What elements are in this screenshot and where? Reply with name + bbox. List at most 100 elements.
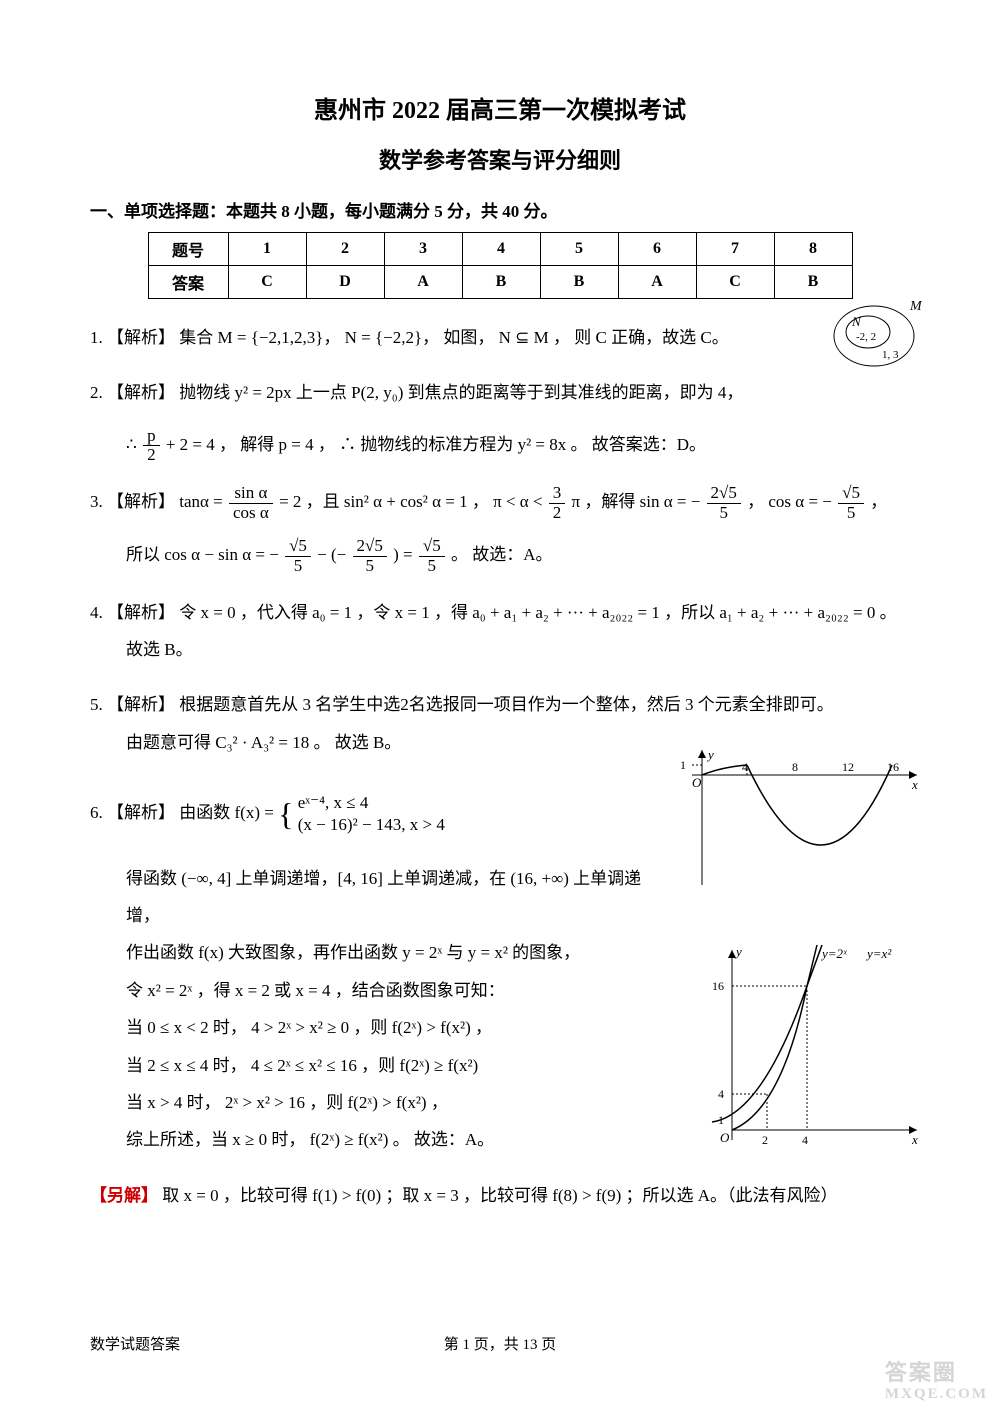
- col-ans: D: [306, 266, 384, 299]
- col-ans: B: [774, 266, 852, 299]
- fraction: 32: [549, 484, 566, 522]
- denominator: cos α: [229, 504, 273, 523]
- col-num: 6: [618, 233, 696, 266]
- col-num: 2: [306, 233, 384, 266]
- item-2: 2. 【解析】 抛物线 y² = 2px 上一点 P(2, y₀) 到焦点的距离…: [90, 374, 910, 465]
- text: ，: [870, 492, 887, 511]
- text: = 2 ，且 sin² α + cos² α = 1 ， π < α <: [279, 492, 547, 511]
- y-axis-label: y: [734, 944, 742, 959]
- outer-text: 1, 3: [882, 349, 899, 361]
- piecewise-top: eˣ⁻⁴, x ≤ 4: [298, 792, 445, 814]
- item-prefix: 3.: [90, 492, 103, 511]
- text: 根据题意首先从 3 名学生中选2名选报同一项目作为一个整体，然后 3 个元素全排…: [179, 695, 834, 714]
- text: tanα =: [179, 492, 227, 511]
- piecewise-bot: (x − 16)² − 143, x > 4: [298, 814, 445, 836]
- alt-label: 【另解】: [90, 1186, 158, 1205]
- item-3: 3. 【解析】 tanα = sin αcos α = 2 ，且 sin² α …: [90, 483, 910, 576]
- col-num: 3: [384, 233, 462, 266]
- item-line: 当 0 ≤ x < 2 时， 4 > 2ˣ > x² ≥ 0 ，则 f(2ˣ) …: [90, 1009, 660, 1046]
- item-prefix: 6.: [90, 803, 103, 822]
- numerator: 3: [549, 484, 566, 504]
- y-tick: 4: [718, 1087, 724, 1101]
- item-prefix: 1.: [90, 328, 103, 347]
- denominator: 5: [353, 557, 387, 576]
- denominator: 2: [143, 446, 160, 465]
- item-1: 1. 【解析】 集合 M = {−2,1,2,3}， N = {−2,2}， 如…: [90, 319, 910, 356]
- text: 由函数 f(x) =: [179, 803, 278, 822]
- col-num: 8: [774, 233, 852, 266]
- item-label: 【解析】: [107, 695, 175, 714]
- fraction: √55: [419, 537, 445, 575]
- numerator: 2√5: [707, 484, 741, 504]
- y-tick: 16: [712, 979, 724, 993]
- item-label: 【解析】: [107, 328, 175, 347]
- item-4: 4. 【解析】 令 x = 0 ，代入得 a₀ = 1 ，令 x = 1 ，得 …: [90, 594, 910, 669]
- denominator: 2: [549, 504, 566, 523]
- col-ans: C: [228, 266, 306, 299]
- col-num: 4: [462, 233, 540, 266]
- table-row: 题号 1 2 3 4 5 6 7 8: [148, 233, 852, 266]
- denominator: 5: [285, 557, 311, 576]
- numerator: sin α: [229, 484, 273, 504]
- col-ans: B: [462, 266, 540, 299]
- numerator: √5: [419, 537, 445, 557]
- fraction: √55: [838, 484, 864, 522]
- inner-text: -2, 2: [856, 331, 876, 343]
- row-label: 题号: [148, 233, 228, 266]
- item-line: 综上所述，当 x ≥ 0 时， f(2ˣ) ≥ f(x²) 。 故选：A。: [90, 1121, 660, 1158]
- fraction: √55: [285, 537, 311, 575]
- col-num: 1: [228, 233, 306, 266]
- y-axis-label: y: [706, 747, 714, 762]
- text: − (−: [317, 545, 350, 564]
- col-ans: B: [540, 266, 618, 299]
- watermark-top: 答案圈: [885, 1361, 988, 1385]
- x-tick: 12: [842, 760, 854, 774]
- curve-label-exp: y=2ˣ: [820, 946, 847, 961]
- footer: 数学试题答案 第 1 页，共 13 页: [90, 1333, 910, 1354]
- piecewise: { eˣ⁻⁴, x ≤ 4 (x − 16)² − 143, x > 4: [278, 779, 445, 849]
- watermark-bottom: MXQE.COM: [885, 1386, 988, 1403]
- text: ∴: [126, 435, 141, 454]
- item-prefix: 2.: [90, 383, 103, 402]
- section-header: 一、单项选择题：本题共 8 小题，每小题满分 5 分，共 40 分。: [90, 197, 910, 222]
- origin-label: O: [692, 775, 702, 790]
- text: + 2 = 4 ， 解得 p = 4 ， ∴ 抛物线的标准方程为 y² = 8x…: [166, 435, 706, 454]
- x-tick: 8: [792, 760, 798, 774]
- x-tick: 2: [762, 1133, 768, 1147]
- col-num: 5: [540, 233, 618, 266]
- curve-label-quad: y=x²: [865, 946, 892, 961]
- item-prefix: 5.: [90, 695, 103, 714]
- fraction: 2√55: [707, 484, 741, 522]
- label-M: M: [909, 299, 922, 314]
- col-num: 7: [696, 233, 774, 266]
- item-line: ∴ p 2 + 2 = 4 ， 解得 p = 4 ， ∴ 抛物线的标准方程为 y…: [90, 426, 800, 465]
- numerator: p: [143, 427, 160, 447]
- set-diagram: M N -2, 2 1, 3: [832, 298, 922, 370]
- answer-table: 题号 1 2 3 4 5 6 7 8 答案 C D A B B A C B: [148, 232, 853, 299]
- item-label: 【解析】: [107, 603, 175, 622]
- fraction: 2√55: [353, 537, 387, 575]
- numerator: √5: [838, 484, 864, 504]
- denominator: 5: [838, 504, 864, 523]
- text: 取 x = 0 ，比较可得 f(1) > f(0) ；取 x = 3 ，比较可得…: [162, 1186, 837, 1205]
- row-label: 答案: [148, 266, 228, 299]
- item-label: 【解析】: [107, 383, 175, 402]
- item-line: 令 x² = 2ˣ ，得 x = 2 或 x = 4 ，结合函数图象可知：: [90, 972, 660, 1009]
- label-N: N: [851, 314, 862, 329]
- denominator: 5: [707, 504, 741, 523]
- col-ans: A: [384, 266, 462, 299]
- x-tick: 4: [802, 1133, 808, 1147]
- col-ans: A: [618, 266, 696, 299]
- text: ， cos α = −: [747, 492, 836, 511]
- fraction: p 2: [143, 427, 160, 465]
- item-line: 当 x > 4 时， 2ˣ > x² > 16 ，则 f(2ˣ) > f(x²)…: [90, 1084, 660, 1121]
- denominator: 5: [419, 557, 445, 576]
- origin-label: O: [720, 1130, 730, 1145]
- numerator: √5: [285, 537, 311, 557]
- text: ) =: [393, 545, 417, 564]
- table-row: 答案 C D A B B A C B: [148, 266, 852, 299]
- alt-solution: 【另解】 取 x = 0 ，比较可得 f(1) > f(0) ；取 x = 3 …: [90, 1177, 910, 1214]
- text: 。 故选：A。: [451, 545, 553, 564]
- watermark-corner: 答案圈 MXQE.COM: [885, 1361, 988, 1402]
- page-title: 惠州市 2022 届高三第一次模拟考试: [90, 90, 910, 125]
